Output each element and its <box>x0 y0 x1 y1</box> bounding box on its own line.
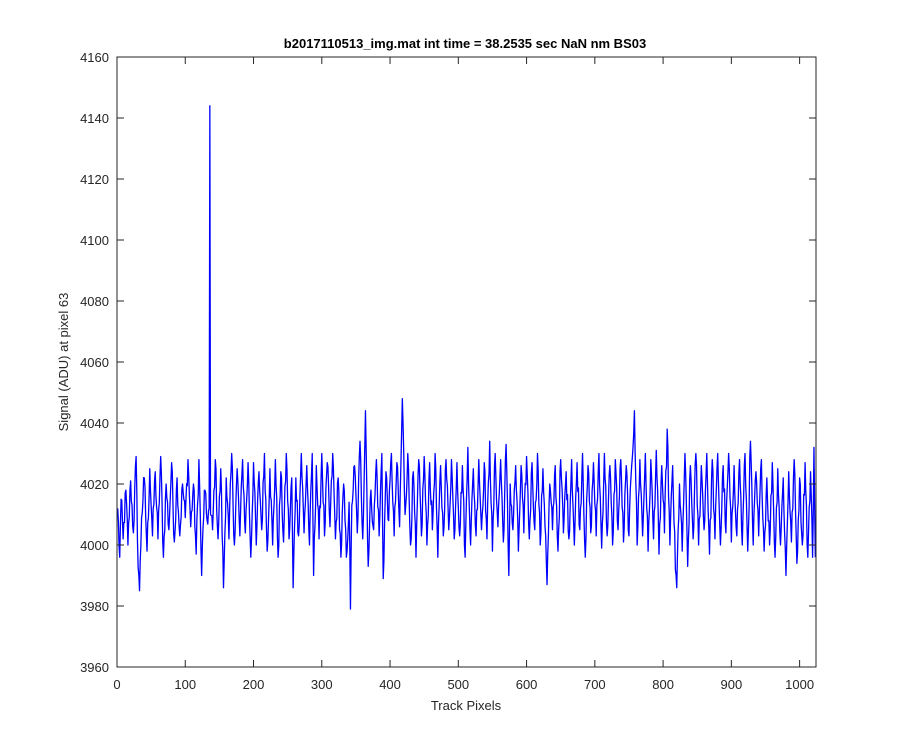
y-tick-label: 4120 <box>80 172 109 187</box>
y-tick-label: 4060 <box>80 355 109 370</box>
x-tick-label: 100 <box>174 677 196 692</box>
x-tick-label: 800 <box>652 677 674 692</box>
x-tick-label: 500 <box>447 677 469 692</box>
series-line <box>117 105 816 610</box>
x-tick-label: 700 <box>584 677 606 692</box>
y-axis-label: Signal (ADU) at pixel 63 <box>56 293 71 432</box>
data-layer <box>117 105 816 610</box>
x-tick-label: 900 <box>721 677 743 692</box>
y-tick-label: 4000 <box>80 538 109 553</box>
y-tick-label: 4100 <box>80 233 109 248</box>
x-tick-label: 200 <box>243 677 265 692</box>
y-tick-label: 3960 <box>80 660 109 675</box>
y-tick-label: 4160 <box>80 50 109 65</box>
y-tick-label: 4140 <box>80 111 109 126</box>
x-tick-label: 300 <box>311 677 333 692</box>
plot-background <box>117 57 816 667</box>
y-tick-label: 4020 <box>80 477 109 492</box>
x-tick-label: 1000 <box>785 677 814 692</box>
y-tick-label: 3980 <box>80 599 109 614</box>
x-tick-label: 400 <box>379 677 401 692</box>
y-tick-label: 4040 <box>80 416 109 431</box>
y-tick-label: 4080 <box>80 294 109 309</box>
plot-area <box>117 57 816 667</box>
x-tick-label: 600 <box>516 677 538 692</box>
axes: 0 100 200 300 400 500 600 700 800 900 1000 3960 3980… <box>80 50 817 692</box>
x-tick-label: 0 <box>113 677 120 692</box>
chart-title: b2017110513_img.mat int time = 38.2535 s… <box>284 36 646 51</box>
x-axis-label: Track Pixels <box>431 698 502 713</box>
